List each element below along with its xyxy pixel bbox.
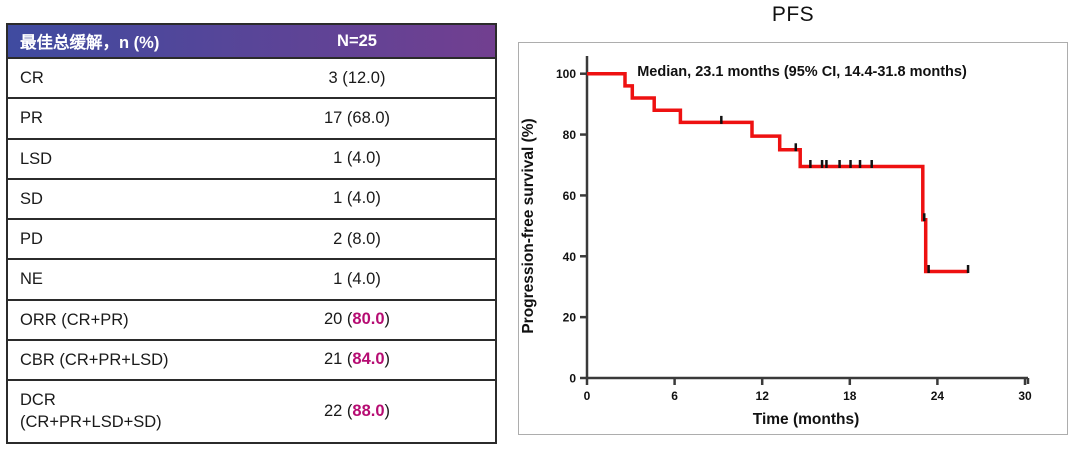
y-tick-label: 20 <box>563 311 577 325</box>
table-row: CR 3 (12.0) <box>7 56 496 99</box>
row-percent: 88.0 <box>352 401 385 420</box>
table-row: DCR (CR+PR+LSD+SD) 22 (88.0) <box>7 379 496 443</box>
row-percent: 4.0 <box>352 149 376 168</box>
median-annotation: Median, 23.1 months (95% CI, 14.4-31.8 m… <box>637 64 967 80</box>
table-row: NE 1 (4.0) <box>7 258 496 300</box>
row-label: SD <box>7 177 219 220</box>
table-row: LSD 1 (4.0) <box>7 137 496 179</box>
row-percent: 80.0 <box>352 310 385 329</box>
row-percent: 4.0 <box>352 269 376 288</box>
row-label: CR <box>7 56 219 99</box>
row-value: 3 (12.0) <box>219 56 496 99</box>
x-tick-label: 18 <box>843 389 857 403</box>
y-tick-label: 0 <box>569 372 576 386</box>
table-row: ORR (CR+PR) 20 (80.0) <box>7 298 496 340</box>
x-tick-label: 0 <box>584 389 591 403</box>
row-value: 21 (84.0) <box>219 338 496 381</box>
survival-curve <box>587 71 969 274</box>
row-label: NE <box>7 258 219 300</box>
row-label: ORR (CR+PR) <box>7 298 219 340</box>
row-percent: 84.0 <box>352 350 385 369</box>
table-header-row: 最佳总缓解，n (%) N=25 <box>7 24 496 58</box>
table-row: PD 2 (8.0) <box>7 218 496 260</box>
table-header-label: 最佳总缓解，n (%) <box>20 34 160 52</box>
y-axis-label: Progression-free survival (%) <box>520 118 537 333</box>
table-header: 最佳总缓解，n (%) N=25 <box>7 24 496 58</box>
y-tick-label: 100 <box>556 67 576 81</box>
row-value: 20 (80.0) <box>219 298 496 340</box>
y-tick-label: 60 <box>563 189 577 203</box>
x-tick-label: 30 <box>1018 389 1032 403</box>
row-percent: 68.0 <box>352 108 385 127</box>
x-tick-label: 12 <box>756 389 770 403</box>
pfs-chart-panel: 0 6 12 18 24 30 0 20 40 60 80 100 Time (months) Progr… <box>518 42 1068 435</box>
y-tick-label: 80 <box>563 128 577 142</box>
y-tick-label: 40 <box>563 250 577 264</box>
chart-title: PFS <box>771 3 815 26</box>
x-axis-label: Time (months) <box>753 411 860 428</box>
row-label: PD <box>7 218 219 260</box>
row-label: PR <box>7 97 219 139</box>
table-row: PR 17 (68.0) <box>7 97 496 139</box>
table-body: CR 3 (12.0) PR 17 (68.0) LSD 1 (4.0) SD 1 (4.0)… <box>7 56 496 443</box>
row-value: 17 (68.0) <box>219 97 496 139</box>
table-header-n: N=25 <box>337 31 377 50</box>
row-value: 1 (4.0) <box>219 137 496 179</box>
row-label: DCR (CR+PR+LSD+SD) <box>7 379 219 443</box>
row-percent: 8.0 <box>352 229 376 248</box>
table-row: CBR (CR+PR+LSD) 21 (84.0) <box>7 338 496 381</box>
x-tick-label: 6 <box>671 389 678 403</box>
row-percent: 4.0 <box>352 189 376 208</box>
row-value: 1 (4.0) <box>219 177 496 220</box>
row-label: CBR (CR+PR+LSD) <box>7 338 219 381</box>
x-tick-label: 24 <box>931 389 945 403</box>
row-value: 1 (4.0) <box>219 258 496 300</box>
row-value: 2 (8.0) <box>219 218 496 260</box>
row-label: LSD <box>7 137 219 179</box>
km-plot: 0 6 12 18 24 30 0 20 40 60 80 100 Time (months) Progr… <box>520 56 1032 428</box>
row-value: 22 (88.0) <box>219 379 496 443</box>
row-percent: 12.0 <box>347 68 380 87</box>
table-row: SD 1 (4.0) <box>7 177 496 220</box>
best-response-table: 最佳总缓解，n (%) N=25 CR 3 (12.0) PR 17 (68.0) LS… <box>6 23 497 444</box>
